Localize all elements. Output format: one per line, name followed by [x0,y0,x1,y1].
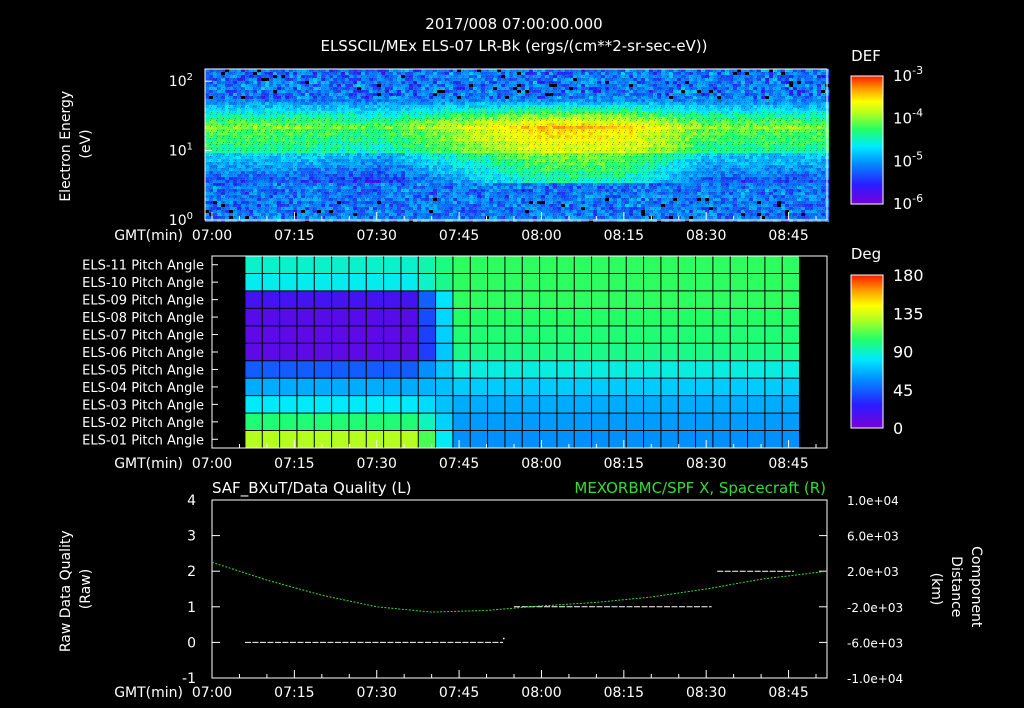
chart-subtitle: ELSSCIL/MEx ELS-07 LR-Bk (ergs/(cm**2-sr… [320,37,707,55]
chart-timestamp: 2017/008 07:00:00.000 [425,15,602,33]
